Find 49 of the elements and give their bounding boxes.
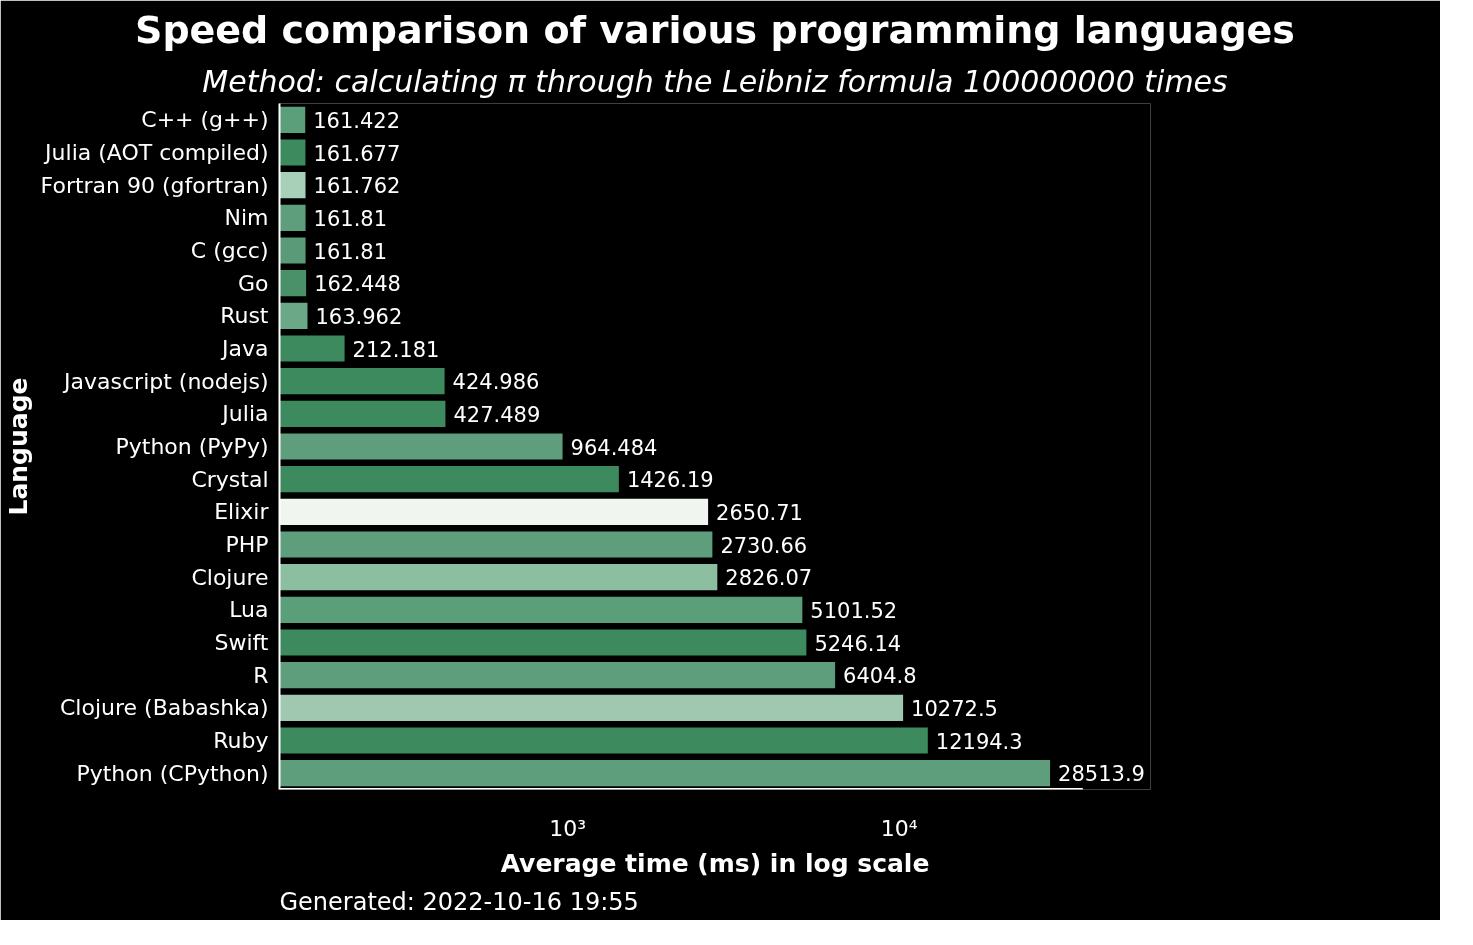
chart-subtitle: Method: calculating π through the Leibniz formula 100000000 times — [202, 63, 1228, 99]
y-tick-label: C++ (g++) — [141, 107, 269, 133]
data-label: 212.181 — [352, 337, 440, 362]
y-tick-label: Python (CPython) — [76, 760, 269, 786]
y-tick-label: Go — [237, 270, 269, 296]
y-tick-label: Swift — [214, 630, 269, 655]
data-label: 424.986 — [452, 370, 540, 395]
y-tick-label: Elixir — [214, 499, 270, 525]
data-label: 5246.14 — [814, 631, 902, 656]
data-label: 427.489 — [453, 402, 541, 427]
x-tick-label: 10⁴ — [880, 815, 918, 841]
x-axis-title: Average time (ms) in log scale — [500, 848, 930, 878]
y-tick-label: Python (PyPy) — [115, 434, 269, 459]
data-label: 1426.19 — [626, 468, 714, 493]
data-label: 5101.52 — [810, 598, 898, 623]
y-tick-label: Crystal — [191, 466, 269, 492]
data-label: 10272.5 — [911, 696, 998, 721]
data-label: 162.448 — [314, 272, 401, 297]
y-tick-label: R — [253, 662, 269, 688]
y-tick-label: Julia (AOT compiled) — [43, 140, 269, 165]
x-tick-label: 10³ — [549, 815, 587, 841]
y-tick-label: Clojure (Babashka) — [59, 695, 269, 721]
data-label: 161.81 — [313, 206, 388, 231]
data-label: 2730.66 — [720, 533, 808, 558]
y-tick-label: Rust — [220, 303, 269, 329]
y-tick-label: Ruby — [213, 728, 269, 753]
y-tick-label: Julia — [220, 401, 269, 427]
y-tick-label: PHP — [225, 532, 269, 557]
data-label: 12194.3 — [935, 729, 1023, 754]
data-label: 163.962 — [315, 304, 403, 329]
y-tick-label: Java — [220, 336, 269, 361]
y-tick-label: Clojure — [191, 564, 269, 590]
y-tick-label: Nim — [224, 205, 269, 231]
data-label: 6404.8 — [843, 664, 917, 689]
data-label: 161.422 — [313, 108, 401, 133]
data-label: 2650.71 — [716, 500, 803, 525]
text: Generated: 2022-10-16 19:55 — [279, 887, 639, 916]
chart-title: Speed comparison of various programming languages — [135, 7, 1295, 52]
data-label: 964.484 — [570, 435, 658, 460]
y-tick-label: Fortran 90 (gfortran) — [40, 172, 269, 198]
data-label: 2826.07 — [725, 566, 813, 591]
data-label: 161.677 — [313, 141, 401, 166]
data-label: 161.81 — [313, 239, 388, 264]
data-label: 161.762 — [313, 174, 401, 199]
y-tick-label: Lua — [229, 597, 269, 623]
y-axis-title: Language — [3, 377, 33, 516]
data-label: 28513.9 — [1058, 762, 1145, 787]
y-tick-label: Javascript (nodejs) — [62, 368, 269, 394]
y-tick-label: C (gcc) — [190, 238, 269, 263]
